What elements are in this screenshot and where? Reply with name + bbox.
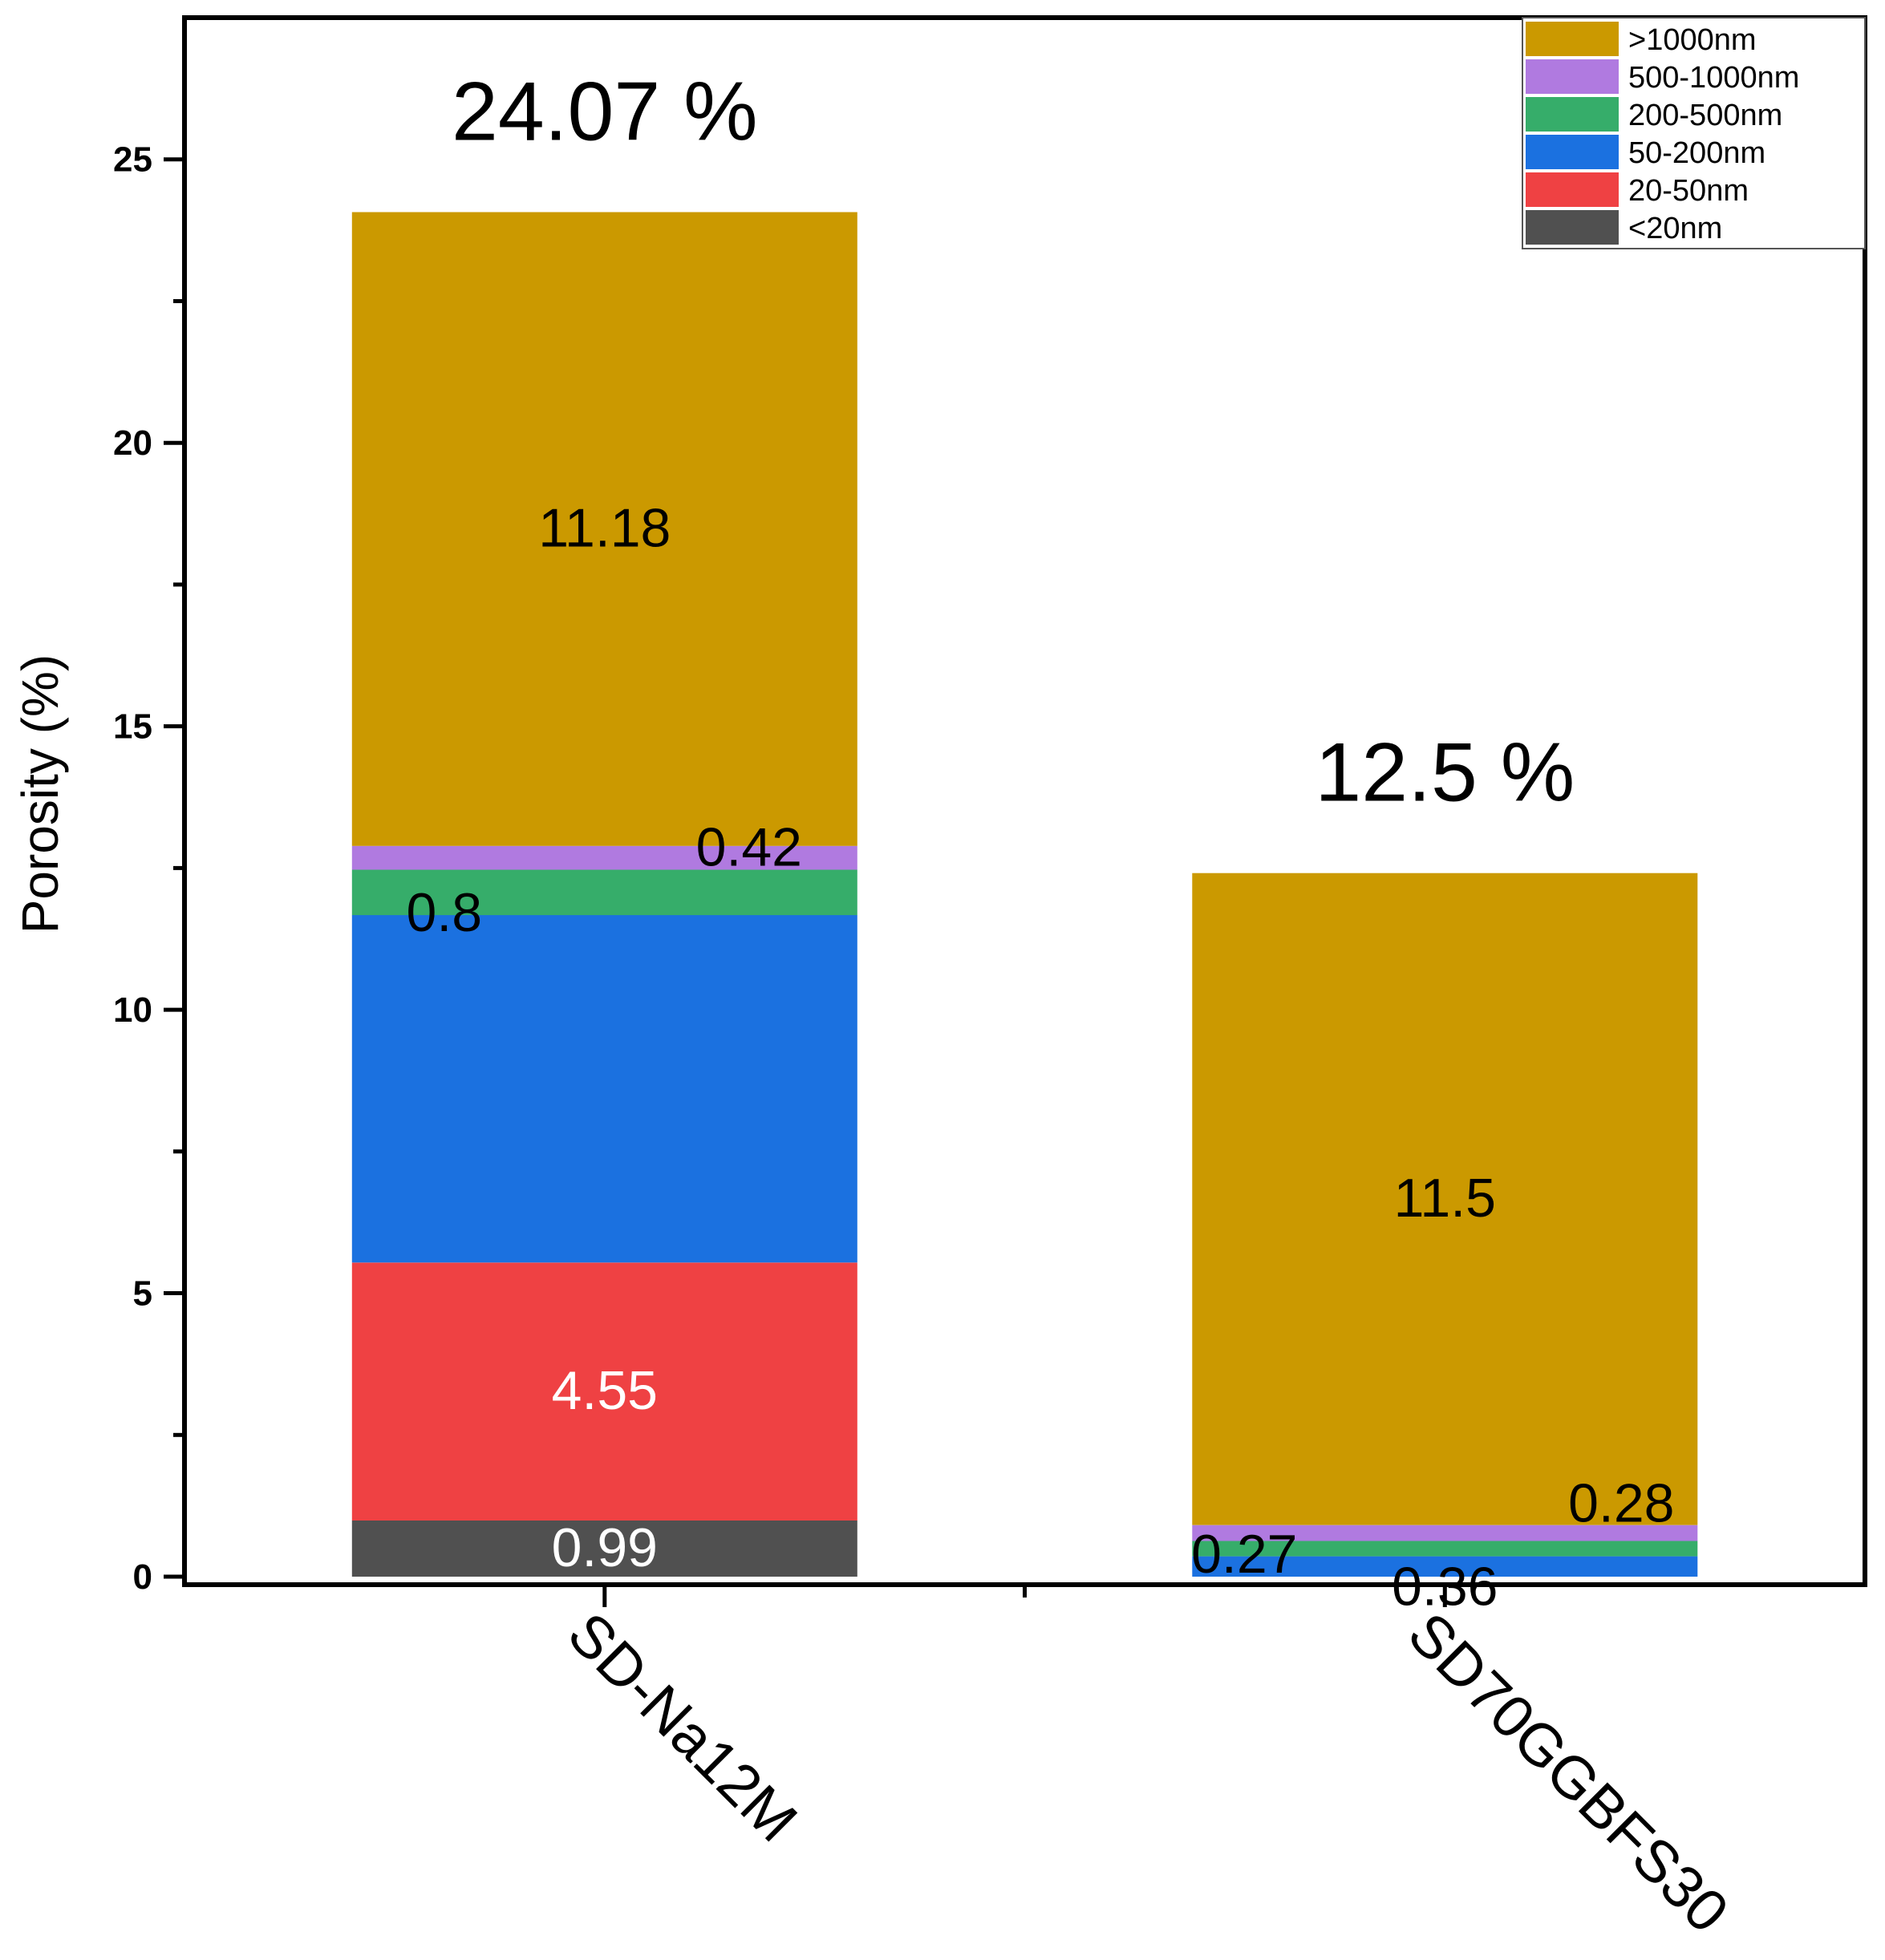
total-label: 12.5 % [1315,727,1575,820]
bar-segment-<20nm [351,1521,857,1577]
bar-segment-500-1000nm [351,845,857,870]
legend-label: >1000nm [1628,23,1757,57]
bar-SD-Na12M [351,212,857,1577]
y-tick-label: 10 [113,990,152,1030]
legend-item: <20nm [1526,210,1722,245]
bar-segment-200-500nm [351,869,857,916]
data-label-20-50nm: 4.55 [552,1360,658,1421]
bar-SD70GGBFS30 [1192,873,1698,1577]
bar-segment-500-1000nm [1192,1525,1698,1541]
legend-item: 500-1000nm [1526,59,1799,95]
bars-layer [351,212,1698,1577]
bar-segment->1000nm [1192,873,1698,1525]
data-label-500-1000nm: 0.28 [1568,1473,1674,1534]
data-label->1000nm: 11.5 [1394,1168,1496,1229]
legend-item: >1000nm [1526,22,1757,57]
legend-item: 50-200nm [1526,135,1765,170]
legend-label: 20-50nm [1628,174,1749,208]
legend-swatch [1526,210,1619,245]
data-label-200-500nm: 0.8 [407,882,483,943]
y-tick-label: 25 [113,140,152,180]
legend-swatch [1526,135,1619,169]
legend-label: 50-200nm [1628,136,1765,170]
bar-segment-50-200nm [1192,1556,1698,1577]
legend-swatch [1526,22,1619,56]
total-label: 24.07 % [452,66,758,159]
data-label-<20nm: 0.99 [552,1517,658,1578]
y-tick-label: 15 [113,707,152,747]
bar-segment-50-200nm [351,915,857,1263]
legend-label: 200-500nm [1628,99,1782,132]
legend-swatch [1526,97,1619,132]
bar-segment-20-50nm [351,1262,857,1521]
legend: >1000nm 500-1000nm 200-500nm 50-200nm 20-50n… [1522,17,1866,249]
legend-item: 200-500nm [1526,97,1782,132]
data-label->1000nm: 11.18 [538,498,671,559]
legend-label: <20nm [1628,212,1722,245]
bar-segment-200-500nm [1192,1541,1698,1557]
legend-item: 20-50nm [1526,172,1749,208]
y-tick-label: 20 [113,423,152,463]
legend-swatch [1526,172,1619,207]
legend-swatch [1526,59,1619,94]
data-label-500-1000nm: 0.42 [696,817,802,878]
y-tick-label: 5 [133,1274,152,1314]
data-label-200-500nm: 0.27 [1191,1524,1297,1585]
bar-segment->1000nm [351,212,857,846]
legend-label: 500-1000nm [1628,61,1799,95]
y-tick-label: 0 [133,1557,152,1597]
y-axis-title: Porosity (%) [11,654,69,934]
total-labels: 24.07 % 12.5 % [452,66,1575,820]
